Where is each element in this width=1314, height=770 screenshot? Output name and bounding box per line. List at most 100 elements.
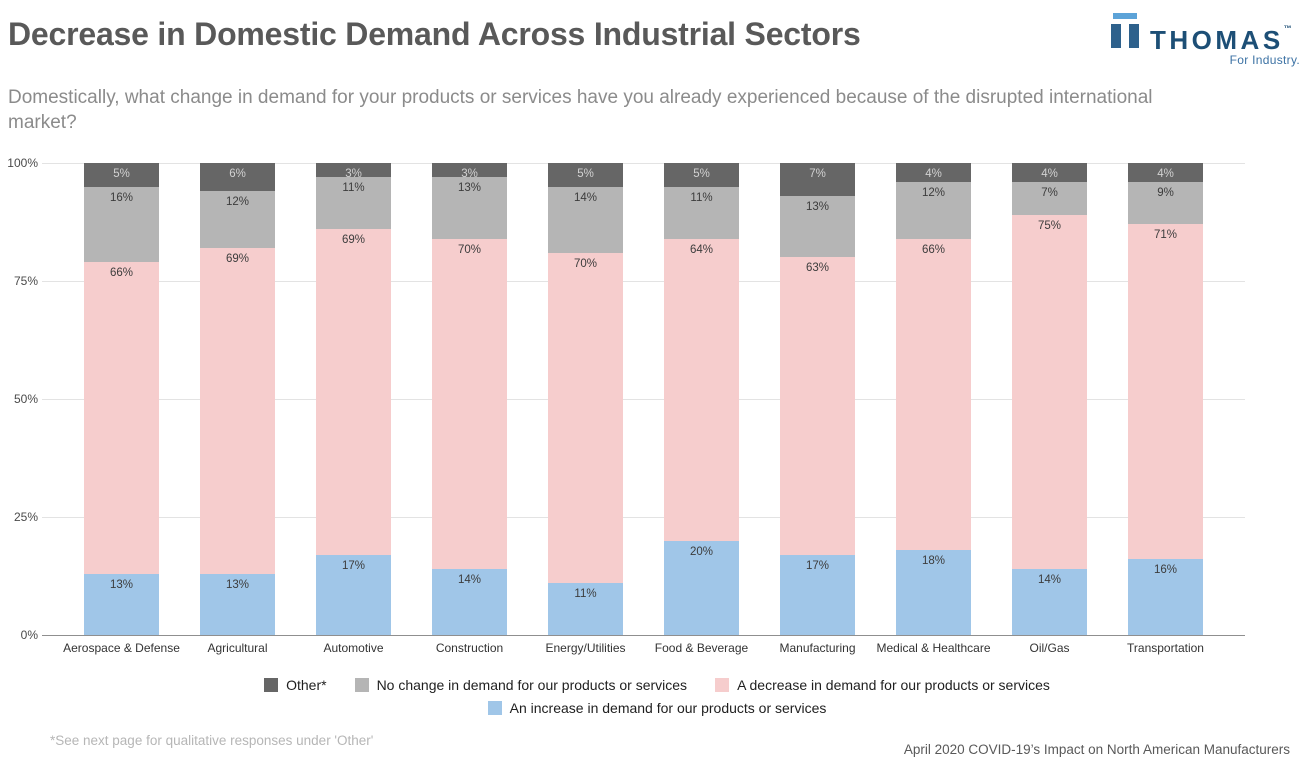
segment-a-decrease-in-demand-for-our-products-or-services: 71% [1128,224,1203,560]
bar-oil-gas: 4% 7% 75% 14% [1012,163,1087,635]
segment-value-label: 13% [457,182,482,195]
segment-value-label: 13% [805,201,830,214]
segment-other: 3% [316,163,391,180]
segment-no-change-in-demand-for-our-products-or-services: 12% [200,191,275,248]
segment-value-label: 6% [229,168,246,180]
segment-an-increase-in-demand-for-our-products-or-services: 18% [896,550,971,635]
segment-value-label: 17% [341,559,366,572]
segment-an-increase-in-demand-for-our-products-or-services: 14% [432,568,507,635]
segment-an-increase-in-demand-for-our-products-or-services: 20% [664,540,739,635]
segment-value-label: 5% [693,168,710,180]
segment-value-label: 5% [113,168,130,180]
logo-pillars [1111,24,1139,48]
y-axis-tick-label: 75% [13,274,38,288]
segment-value-label: 11% [342,182,365,195]
segment-a-decrease-in-demand-for-our-products-or-services: 70% [548,252,623,584]
segment-value-label: 14% [573,191,598,204]
segment-a-decrease-in-demand-for-our-products-or-services: 69% [316,229,391,555]
segment-value-label: 13% [109,578,134,591]
segment-value-label: 17% [805,559,830,572]
segment-other: 4% [1128,163,1203,182]
segment-no-change-in-demand-for-our-products-or-services: 11% [316,177,391,230]
segment-an-increase-in-demand-for-our-products-or-services: 13% [200,573,275,635]
logo-brand-text: THOMAS [1150,25,1284,55]
segment-no-change-in-demand-for-our-products-or-services: 13% [432,177,507,239]
logo-pillar-right [1129,24,1139,48]
segment-value-label: 16% [109,191,134,204]
page-title: Decrease in Domestic Demand Across Indus… [8,16,861,52]
segment-a-decrease-in-demand-for-our-products-or-services: 64% [664,238,739,541]
segment-value-label: 66% [109,267,134,280]
segment-value-label: 13% [225,578,250,591]
segment-a-decrease-in-demand-for-our-products-or-services: 66% [84,262,159,574]
survey-question-subtitle: Domestically, what change in demand for … [8,87,1153,134]
bar-aerospace-defense: 5% 16% 66% 13% [84,163,159,635]
footnote-source: April 2020 COVID-19’s Impact on North Am… [903,742,1290,757]
segment-no-change-in-demand-for-our-products-or-services: 11% [664,186,739,239]
legend-label: Other* [286,677,327,693]
gridline-0 [42,635,1245,636]
segment-no-change-in-demand-for-our-products-or-services: 12% [896,181,971,239]
segment-an-increase-in-demand-for-our-products-or-services: 17% [316,554,391,635]
segment-value-label: 7% [1041,186,1058,199]
segment-value-label: 9% [1157,186,1174,199]
bar-agricultural: 6% 12% 69% 13% [200,163,275,635]
segment-no-change-in-demand-for-our-products-or-services: 7% [1012,181,1087,215]
y-axis-tick-label: 50% [13,392,38,406]
segment-value-label: 3% [461,168,478,180]
category-label-automotive: Automotive [323,641,384,655]
segment-an-increase-in-demand-for-our-products-or-services: 14% [1012,568,1087,635]
bar-construction: 3% 13% 70% 14% [432,163,507,635]
segment-value-label: 69% [341,234,366,247]
legend-item-other: Other* [264,677,327,693]
segment-no-change-in-demand-for-our-products-or-services: 13% [780,196,855,258]
segment-other: 5% [548,163,623,187]
segment-other: 6% [200,163,275,192]
segment-value-label: 69% [225,252,250,265]
category-label-manufacturing: Manufacturing [779,641,856,655]
stacked-bar-chart: 100% 75% 50% 25% 0% 5% 16% 66% 13% Aerospace & De… [0,156,1245,655]
segment-value-label: 4% [1041,168,1058,180]
logo-pillar-left [1111,24,1121,48]
legend-swatch-no-change-in-demand-for-our-products-or-services [354,678,369,692]
segment-an-increase-in-demand-for-our-products-or-services: 16% [1128,559,1203,635]
category-label-construction: Construction [435,641,504,655]
segment-value-label: 64% [689,243,714,256]
segment-value-label: 11% [574,588,597,601]
gridline-75 [42,281,1245,282]
legend-swatch-a-decrease-in-demand-for-our-products-or-services [715,678,730,692]
segment-other: 5% [84,163,159,187]
legend: Other* No change in demand for our produc… [107,677,1207,716]
segment-value-label: 16% [1153,564,1178,577]
category-label-oil-gas: Oil/Gas [1029,641,1070,655]
segment-value-label: 11% [690,191,713,204]
bar-medical-healthcare: 4% 12% 66% 18% [896,163,971,635]
segment-other: 3% [432,163,507,180]
segment-value-label: 4% [1157,168,1174,180]
segment-a-decrease-in-demand-for-our-products-or-services: 75% [1012,214,1087,569]
bar-transportation: 4% 9% 71% 16% [1128,163,1203,635]
segment-value-label: 14% [1037,573,1062,586]
logo-top-bar [1113,13,1137,19]
segment-an-increase-in-demand-for-our-products-or-services: 13% [84,573,159,635]
segment-a-decrease-in-demand-for-our-products-or-services: 63% [780,257,855,555]
thomas-logo-icon [1111,13,1139,48]
category-label-food-beverage: Food & Beverage [654,641,749,655]
segment-a-decrease-in-demand-for-our-products-or-services: 69% [200,247,275,574]
trademark-symbol: ™ [1283,24,1292,33]
legend-label: No change in demand for our products or … [376,677,688,693]
segment-other: 5% [664,163,739,187]
gridline-100 [42,163,1245,164]
segment-value-label: 70% [573,257,598,270]
footnote-other-note: *See next page for qualitative responses… [50,733,374,748]
segment-value-label: 12% [921,186,946,199]
legend-swatch-an-increase-in-demand-for-our-products-or-services [487,701,502,715]
legend-label: A decrease in demand for our products or… [737,677,1050,693]
segment-an-increase-in-demand-for-our-products-or-services: 17% [780,554,855,635]
logo-tagline: For Industry. [1229,53,1300,67]
bar-automotive: 3% 11% 69% 17% [316,163,391,635]
bar-food-beverage: 5% 11% 64% 20% [664,163,739,635]
category-label-aerospace-defense: Aerospace & Defense [63,641,180,655]
segment-no-change-in-demand-for-our-products-or-services: 16% [84,186,159,263]
category-label-medical-healthcare: Medical & Healthcare [876,641,991,655]
